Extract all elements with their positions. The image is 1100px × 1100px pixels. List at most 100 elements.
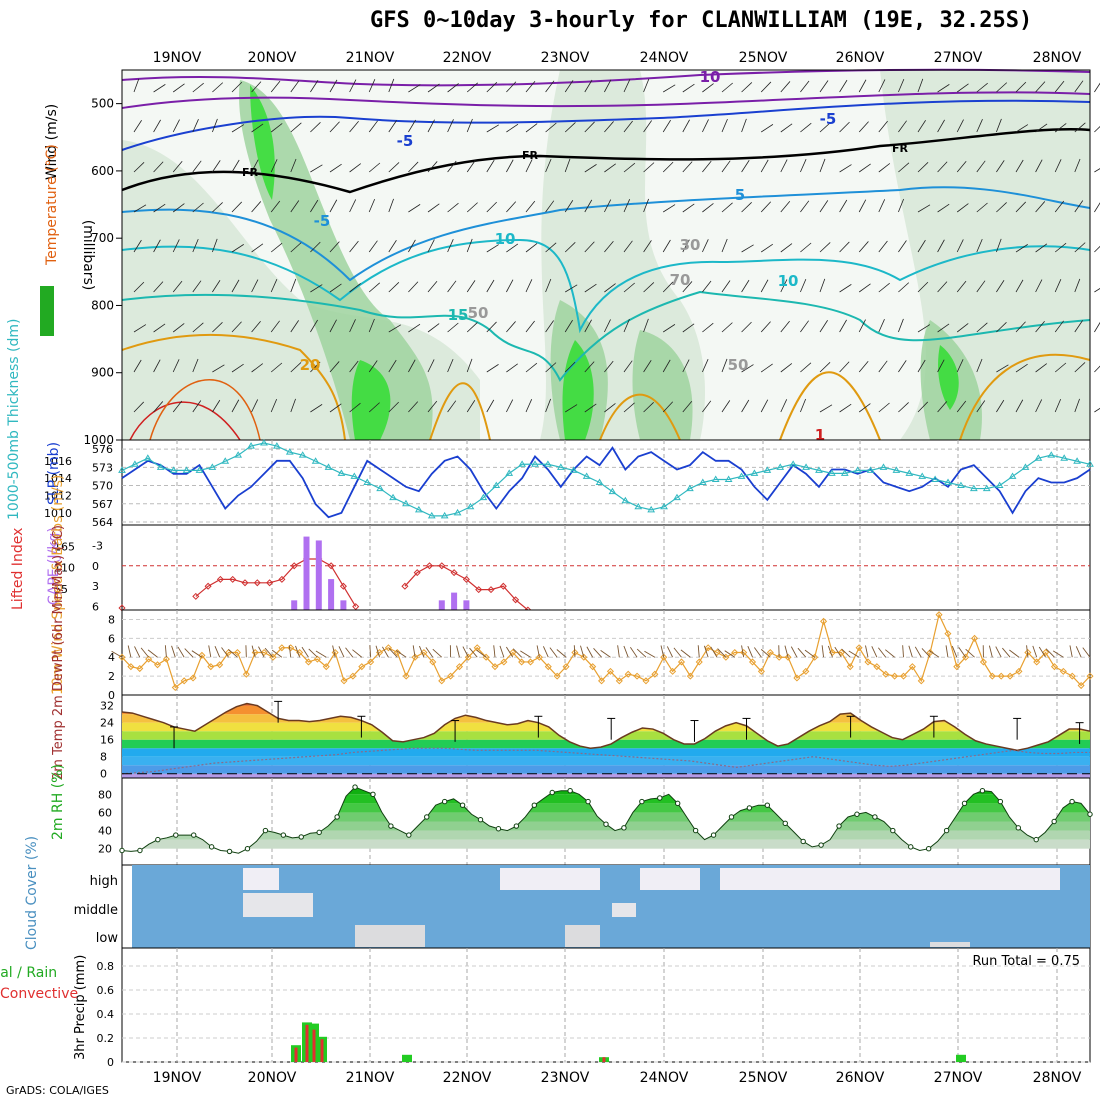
wind-barb	[231, 124, 245, 133]
slp-tick-label: 1016	[44, 455, 72, 468]
wind-barb	[486, 159, 495, 173]
wind-barb	[412, 645, 416, 658]
wind-barb	[623, 360, 633, 373]
rh-point	[531, 802, 537, 808]
thickness-point	[1086, 460, 1094, 467]
wind-barb	[865, 645, 869, 658]
lifted-index-line	[195, 558, 357, 607]
temp-tick-label: 24	[100, 717, 114, 730]
wind-barb	[184, 648, 194, 658]
wind-barb	[1054, 279, 1062, 293]
wind-barb	[231, 81, 243, 93]
thickness-point	[944, 478, 952, 485]
wind-axis-label: 10m Wind Speed & Barbs (m/s)	[50, 475, 66, 695]
wind-barb	[797, 647, 807, 658]
day-label-bottom: 28NOV	[1033, 1070, 1082, 1086]
li-tick-label: 0	[92, 560, 99, 573]
wind-barb	[1035, 363, 1048, 373]
wind-barb	[958, 647, 967, 658]
rh-tick-label: 60	[98, 806, 112, 819]
wind-barb	[525, 279, 533, 293]
wind-barb	[427, 281, 438, 293]
wind-barb	[804, 649, 815, 658]
day-label-top: 25NOV	[739, 50, 788, 66]
thickness-point	[479, 493, 488, 501]
thickness-point	[969, 484, 978, 492]
wind-speed-point	[820, 617, 828, 625]
wind-barb	[153, 203, 166, 213]
wind-barb	[408, 359, 416, 373]
thickness-point	[982, 484, 991, 492]
wind-barb	[1074, 278, 1081, 293]
wind-barb	[1094, 365, 1100, 373]
wind-barb	[702, 160, 712, 173]
wind-barb	[643, 401, 654, 413]
day-label-top: 28NOV	[1033, 50, 1082, 66]
wind-barb	[447, 280, 457, 293]
wind-barb	[352, 649, 363, 658]
wind-speed-point	[704, 644, 712, 652]
wind-barb	[604, 283, 616, 293]
wind-barb	[580, 645, 585, 658]
wind-barb	[349, 240, 359, 253]
wind-barb	[1054, 200, 1065, 213]
wind-barb	[486, 399, 495, 413]
wind-barb	[848, 650, 860, 658]
thickness-point	[698, 478, 707, 485]
wind-speed-point	[171, 683, 179, 691]
wind-barb	[133, 78, 140, 93]
y-tick-label: 700	[91, 231, 114, 245]
wind-barb	[800, 242, 812, 253]
cloud-level-label: high	[90, 874, 118, 889]
thickness-point	[763, 466, 772, 473]
wind-barb	[682, 281, 693, 293]
wind-barb	[208, 645, 212, 658]
wind-speed-point	[846, 663, 854, 671]
wind-barb	[760, 201, 772, 213]
wind-barb	[600, 649, 611, 658]
wind-barb	[682, 239, 690, 253]
wind-barb	[819, 200, 829, 213]
lifted-index-point	[487, 586, 495, 594]
wind-barb	[134, 646, 141, 658]
wind-barb	[747, 646, 753, 658]
wind-barb	[617, 645, 620, 658]
thickness-point	[208, 463, 217, 470]
precip-tick-label: 0	[107, 1056, 114, 1069]
contour-label: 10	[495, 230, 516, 248]
wind-barb	[976, 400, 986, 413]
day-label-top: 22NOV	[443, 50, 492, 66]
wind-barb	[388, 359, 397, 373]
wind-barb	[819, 361, 831, 373]
rh-shading	[250, 85, 275, 200]
wind-speed-point	[1033, 658, 1041, 666]
wind-barb	[623, 120, 633, 133]
wind-barb	[819, 158, 826, 173]
rh-point	[352, 784, 358, 790]
wind-barb	[466, 202, 478, 213]
slp-tick-label: 1012	[44, 490, 72, 503]
wind-barb	[388, 162, 400, 173]
li-tick-label: -3	[92, 539, 103, 552]
wind-speed-point	[926, 648, 934, 657]
rh-point	[549, 789, 555, 796]
wind-speed-point	[695, 658, 703, 666]
wind-speed-point	[1042, 648, 1050, 657]
cape-tick-label: 165	[54, 540, 75, 553]
wind-speed-point	[136, 665, 144, 673]
wind-speed-point	[864, 658, 872, 666]
thickness-point	[156, 463, 165, 470]
wind-barb	[1054, 242, 1067, 253]
wind-barb	[976, 160, 986, 173]
wind-speed-point	[651, 670, 659, 678]
wind-barb	[349, 360, 359, 373]
precip-tick-label: 0.6	[97, 984, 115, 997]
wind-barb	[1009, 649, 1020, 658]
wind-barb	[741, 118, 747, 133]
wind-barb	[133, 324, 147, 333]
wind-barb	[604, 319, 611, 333]
wind-barb	[545, 200, 555, 213]
wind-barb	[1032, 645, 1038, 658]
wind-speed-point	[402, 672, 410, 680]
wind-barb	[898, 162, 910, 173]
